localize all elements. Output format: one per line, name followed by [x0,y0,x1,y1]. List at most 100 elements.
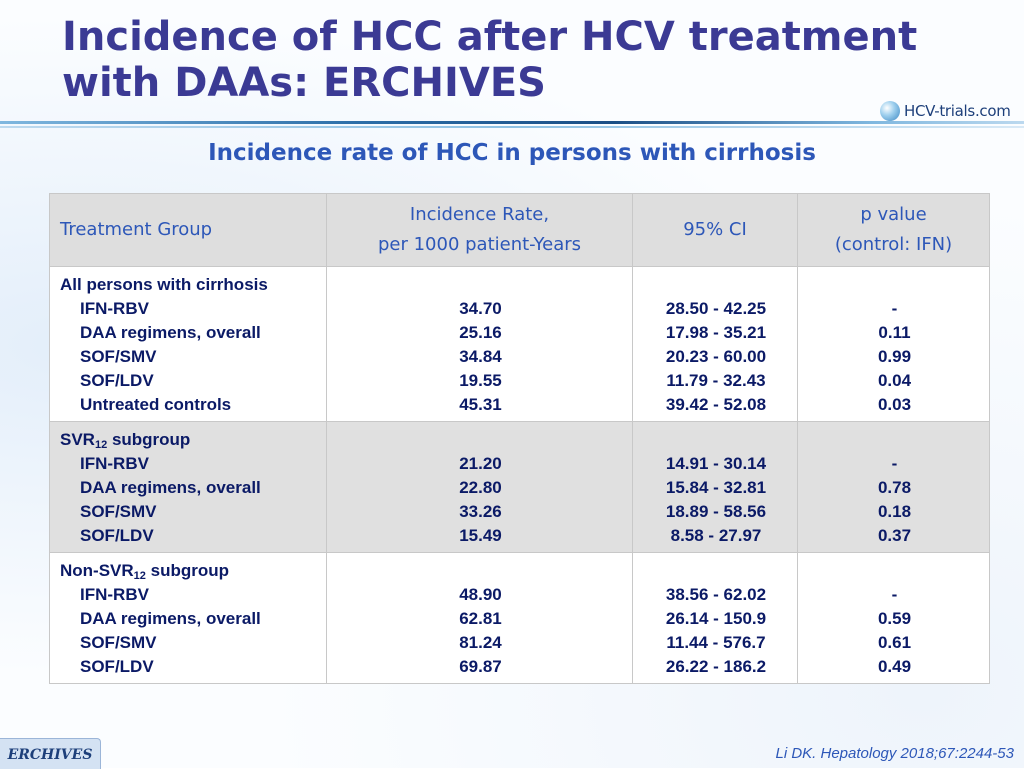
study-tag: ERCHIVES [0,738,101,769]
slide-subtitle: Incidence rate of HCC in persons with ci… [0,140,1024,166]
treatment-name: Untreated controls [80,395,232,414]
ci-value: 20.23 - 60.00 [665,347,767,366]
ci-value: 26.14 - 150.9 [665,609,767,628]
header-p-value-line2: (control: IFN) [834,234,953,255]
incidence-rate-value: 19.55 [459,371,502,390]
spacer [337,428,624,452]
p-value: 0.59 [877,609,912,628]
treatment-name: IFN-RBV [80,299,149,318]
table-header-row: Treatment Group Incidence Rate, per 1000… [49,193,990,267]
group-names-cell: SVR12 subgroup IFN-RBV DAA regimens, ove… [49,421,327,553]
header-p-value: p value (control: IFN) [797,193,990,267]
p-value: 0.61 [877,633,912,652]
incidence-rate-value: 34.70 [459,299,502,318]
header-incidence-rate-line1: Incidence Rate, [409,204,550,225]
incidence-rate-value: 21.20 [459,454,502,473]
treatment-name: DAA regimens, overall [80,609,261,628]
ci-value: 8.58 - 27.97 [670,526,762,545]
group-label-subscript: 12 [94,439,108,451]
p-value-cell: - 0.11 0.99 0.04 0.03 [797,266,990,422]
p-value: - [891,585,898,604]
spacer [643,428,789,452]
treatment-name: SOF/LDV [80,371,154,390]
header-treatment-group-label: Treatment Group [60,219,213,240]
ci-value: 26.22 - 186.2 [665,657,767,676]
header-incidence-rate-line2: per 1000 patient-Years [377,234,582,255]
incidence-rate-value: 15.49 [459,526,502,545]
treatment-name: DAA regimens, overall [80,323,261,342]
group-label-suffix: subgroup [145,561,230,580]
group-label-suffix: subgroup [107,430,191,449]
p-value-cell: - 0.59 0.61 0.49 [797,552,990,684]
ci-value: 14.91 - 30.14 [665,454,767,473]
incidence-rate-value: 22.80 [459,478,502,497]
group-names-cell: All persons with cirrhosis IFN-RBV DAA r… [49,266,327,422]
group-label: Non-SVR12 subgroup [60,559,318,583]
incidence-rate-value: 45.31 [459,395,502,414]
incidence-table: Treatment Group Incidence Rate, per 1000… [49,193,990,684]
group-label-prefix: Non-SVR [60,561,134,580]
incidence-rate-cell: 48.90 62.81 81.24 69.87 [326,552,633,684]
header-divider [0,121,1024,124]
treatment-name: IFN-RBV [80,585,149,604]
incidence-rate-value: 62.81 [459,609,502,628]
citation: Li DK. Hepatology 2018;67:2244-53 [775,745,1014,762]
p-value: 0.11 [878,323,911,342]
group-label: SVR12 subgroup [60,428,318,452]
ci-value: 17.98 - 35.21 [665,323,767,342]
globe-icon [880,101,900,121]
treatment-name: SOF/SMV [80,347,157,366]
subtitle-text: Incidence rate of HCC in persons with ci… [208,140,816,166]
treatment-name: SOF/SMV [80,502,157,521]
incidence-rate-cell: 21.20 22.80 33.26 15.49 [326,421,633,553]
ci-cell: 28.50 - 42.25 17.98 - 35.21 20.23 - 60.0… [632,266,798,422]
incidence-rate-cell: 34.70 25.16 34.84 19.55 45.31 [326,266,633,422]
p-value: 0.37 [877,526,912,545]
group-label-subscript: 12 [133,570,146,582]
incidence-rate-value: 69.87 [459,657,502,676]
ci-cell: 38.56 - 62.02 26.14 - 150.9 11.44 - 576.… [632,552,798,684]
ci-value: 18.89 - 58.56 [665,502,767,521]
treatment-name: SOF/SMV [80,633,157,652]
incidence-rate-value: 48.90 [459,585,502,604]
p-value: 0.78 [877,478,912,497]
p-value: 0.04 [877,371,912,390]
spacer [337,559,624,583]
p-value: 0.99 [877,347,912,366]
incidence-rate-value: 25.16 [459,323,502,342]
table-group-non-svr12: Non-SVR12 subgroup IFN-RBV DAA regimens,… [49,552,990,684]
ci-cell: 14.91 - 30.14 15.84 - 32.81 18.89 - 58.5… [632,421,798,553]
header-ci-label: 95% CI [683,219,747,240]
logo: HCV-trials.com [880,98,1011,124]
group-names-cell: Non-SVR12 subgroup IFN-RBV DAA regimens,… [49,552,327,684]
ci-value: 39.42 - 52.08 [665,395,767,414]
spacer [337,273,624,297]
p-value: - [891,454,898,473]
group-label: All persons with cirrhosis [60,275,268,294]
treatment-name: DAA regimens, overall [80,478,261,497]
p-value: 0.49 [877,657,912,676]
ci-value: 28.50 - 42.25 [665,299,767,318]
treatment-name: IFN-RBV [80,454,149,473]
title-line-2: with DAAs: ERCHIVES [62,60,546,106]
p-value: 0.18 [877,502,912,521]
ci-value: 15.84 - 32.81 [665,478,767,497]
spacer [808,273,981,297]
ci-value: 11.79 - 32.43 [666,371,766,390]
incidence-rate-value: 33.26 [459,502,502,521]
treatment-name: SOF/LDV [80,526,154,545]
p-value: - [891,299,898,318]
header-divider-secondary [0,126,1024,128]
slide-title: Incidence of HCC after HCV treatment wit… [62,14,922,106]
ci-value: 38.56 - 62.02 [665,585,767,604]
header-ci: 95% CI [632,193,798,267]
p-value-cell: - 0.78 0.18 0.37 [797,421,990,553]
table-group-all-cirrhosis: All persons with cirrhosis IFN-RBV DAA r… [49,266,990,422]
spacer [643,559,789,583]
treatment-name: SOF/LDV [80,657,154,676]
incidence-rate-value: 81.24 [459,633,502,652]
spacer [808,559,981,583]
title-line-1: Incidence of HCC after HCV treatment [62,14,918,60]
logo-text: HCV-trials.com [904,102,1011,120]
spacer [808,428,981,452]
